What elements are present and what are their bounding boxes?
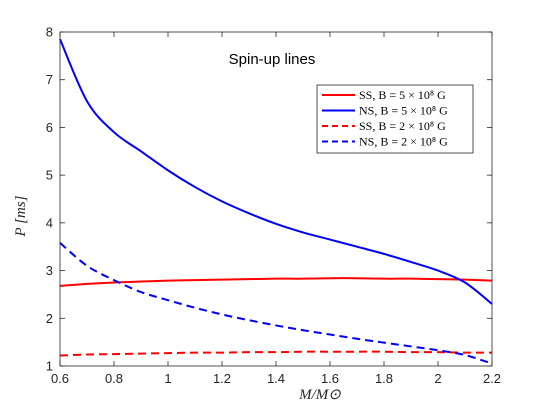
y-tick-label: 7	[46, 72, 53, 87]
legend-label-1: SS, B = 5 × 10⁸ G	[359, 88, 446, 102]
series-line-1	[59, 277, 493, 287]
series-line-4	[59, 242, 493, 365]
legend: SS, B = 5 × 10⁸ G NS, B = 5 × 10⁸ GSS, B …	[316, 84, 474, 154]
x-tick-label: 1.4	[267, 371, 285, 386]
y-tick-label: 8	[46, 25, 53, 40]
y-tick-label: 1	[46, 359, 53, 374]
x-tick-label: 1.6	[321, 371, 339, 386]
x-tick-label: 0.6	[51, 371, 69, 386]
x-tick-label: 1.8	[375, 371, 393, 386]
x-axis-label: M/M⊙	[298, 387, 341, 403]
legend-label-2: NS, B = 5 × 10⁸ G	[359, 104, 448, 118]
x-tick-label: 1	[164, 371, 171, 386]
y-tick-label: 3	[46, 263, 53, 278]
x-tick-label: 2	[434, 371, 441, 386]
y-tick-label: 5	[46, 168, 53, 183]
series-line-3	[59, 350, 493, 357]
y-tick-label: 4	[46, 215, 53, 230]
series-group	[59, 38, 493, 365]
chart-annotation: Spin-up lines	[229, 51, 316, 68]
x-tick-label: 1.2	[213, 371, 231, 386]
axes-group: 0.6 0.8 1 1.2 1.4 1.6 1.8 2 2.2 1 2 3 4 5 6 7 8	[46, 25, 501, 387]
legend-label-4: NS, B = 2 × 10⁸ G	[359, 135, 448, 149]
y-tick-label: 2	[46, 311, 53, 326]
plot-background	[60, 32, 492, 366]
plot-area	[60, 32, 492, 366]
x-tick-label: 2.2	[483, 371, 501, 386]
series-line-2	[59, 38, 493, 305]
y-tick-label: 6	[46, 120, 53, 135]
legend-label-3: SS, B = 2 × 10⁸ G	[359, 119, 446, 133]
x-tick-label: 0.8	[105, 371, 123, 386]
y-axis-label: P [ms]	[13, 195, 29, 237]
